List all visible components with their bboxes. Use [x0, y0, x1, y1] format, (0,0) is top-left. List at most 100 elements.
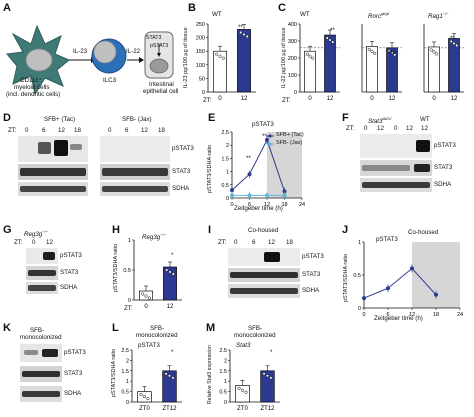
blot-f-lane-5: 12 [421, 125, 428, 132]
label-dendritic: (incl. dendritic cells) [6, 91, 61, 98]
chart-e: 0 0.5 1 1.5 2 2.5 0 6 12 18 24 [221, 130, 305, 208]
B-point [221, 56, 225, 60]
H-point [165, 268, 169, 272]
panel-letter-h: H [112, 224, 120, 236]
C-Rorc-cat-label-1: 12 [389, 96, 396, 102]
label-stat3: STAT3 [146, 35, 162, 41]
J-xtick-label: 12 [409, 312, 415, 318]
L-cat-label-1: ZT12 [162, 406, 177, 412]
chart-c-xlabel: ZT: [282, 97, 291, 104]
L-ytick-label: 1 [126, 379, 129, 385]
J-ytick-label: 0.5 [353, 273, 361, 279]
C-Rorc-point [370, 49, 374, 53]
blot-d-group1: SFB+ (Tac) [44, 116, 76, 123]
blot-d1-pstat3 [18, 136, 88, 162]
J-series-0-line [363, 267, 437, 299]
chart-b: 0 50 100 150 200 250 0 12 [196, 22, 256, 102]
chart-l-inner: pSTAT3 [138, 342, 160, 349]
chart-h-ylabel: pSTAT3/SDHA ratio [113, 243, 119, 292]
blot-d-lane-1: 0 [25, 127, 29, 134]
ilc3-nucleus [93, 40, 117, 64]
blot-f-lane-4: 12 [406, 125, 413, 132]
blot-d-lane-8: 18 [158, 127, 165, 134]
chart-e-xlabel: Zeitgeber time (h) [234, 205, 283, 212]
blot-k-label-pstat3: pSTAT3 [64, 349, 86, 356]
L-ytick-label: 0.5 [121, 390, 129, 396]
blot-d2-pstat3 [100, 136, 170, 162]
label-cd11c: CD11c⁺ [20, 77, 42, 84]
blot-d-label-sdha: SDHA [172, 185, 190, 192]
J-xtick-label: 6 [386, 312, 389, 318]
chart-b-ylabel: IL-23 pg/100 µg of tissue [183, 27, 189, 88]
panel-letter-l: L [112, 322, 119, 334]
H-cat-label-1: 12 [167, 304, 174, 310]
E-series-0-line [231, 138, 285, 192]
blot-i-lane-1: 0 [234, 239, 238, 246]
chart-h: 0 0.5 1 0 12 [123, 238, 182, 310]
chart-b-title: WT [212, 11, 222, 18]
M-ytick-label: 1 [224, 379, 227, 385]
B-ytick-label: 50 [199, 76, 205, 82]
blot-g-stat3 [26, 266, 58, 280]
B-bar-1 [237, 29, 251, 93]
blot-g-zt: ZT: [14, 239, 23, 246]
C-WT-ytick-label: 100 [288, 73, 297, 79]
panel-letter-c: C [278, 2, 286, 14]
H-cat-label-0: 0 [144, 304, 148, 310]
blot-g-lane-1: 0 [32, 239, 36, 246]
label-ilc3: ILC3 [103, 77, 117, 84]
chart-e-sig-2: ** [262, 133, 267, 140]
E-dark-phase [267, 132, 302, 198]
label-pstat3: pSTAT3 [150, 43, 169, 49]
chart-m-title-1: SFB- [248, 325, 263, 332]
M-cat-label-0: ZT0 [237, 406, 248, 412]
C-WT-bar-1 [324, 34, 336, 93]
panel-letter-b: B [188, 2, 196, 14]
blot-i-zt: ZT: [218, 239, 227, 246]
E-xtick-label: 18 [281, 202, 287, 208]
panel-letter-k: K [3, 322, 11, 334]
blot-f-pstat3 [360, 134, 432, 158]
C-Rag1-cat-label-1: 12 [451, 96, 458, 102]
blot-f-group2: WT [420, 116, 430, 123]
blot-k-group-1: SFB- [30, 327, 45, 334]
E-ytick-label: 0 [226, 196, 229, 202]
blot-k-sdha [20, 386, 62, 402]
chart-h-xlabel: ZT: [124, 305, 133, 312]
blot-d-lane-3: 12 [58, 127, 65, 134]
M-point [237, 386, 241, 390]
B-ytick-label: 150 [196, 49, 205, 55]
E-series-0-point-0 [230, 188, 234, 193]
M-ytick-label: 2 [224, 358, 227, 364]
L-ytick-label: 1.5 [121, 369, 129, 375]
chart-c-sig-rag1: ** [450, 35, 455, 42]
blot-f-zt: ZT: [346, 125, 355, 132]
H-point [171, 272, 175, 276]
J-ytick-label: 1 [358, 240, 361, 246]
E-series-1-point-3 [282, 193, 287, 198]
J-series-0-point-0 [362, 296, 366, 301]
C-Rorc-point [373, 51, 377, 55]
chart-j-title-1: Co-housed [408, 229, 439, 236]
chart-j-title-2: pSTAT3 [376, 236, 398, 243]
B-ytick-label: 0 [202, 90, 205, 96]
C-WT-ytick-label: 0 [294, 90, 297, 96]
blot-d-lane-5: 0 [108, 127, 112, 134]
blot-d-zt: ZT: [8, 127, 17, 134]
panel-letter-g: G [3, 224, 12, 236]
chart-l-title-1: SFB- [150, 325, 165, 332]
B-ytick-label: 200 [196, 36, 205, 42]
chart-c-title-wt: WT [300, 11, 310, 18]
chart-e-legend-dot-2 [268, 142, 272, 146]
blot-f-stat3 [360, 160, 432, 176]
label-il23: IL-23 [73, 48, 88, 55]
blot-i-lane-4: 18 [286, 239, 293, 246]
C-Rag1-cat-label-0: 0 [432, 96, 436, 102]
C-Rorc-point [390, 51, 394, 55]
chart-b-sig: ** [238, 24, 243, 31]
blot-f-lane-1: 0 [364, 125, 368, 132]
blot-f-lane-2: 12 [377, 125, 384, 132]
blot-k-label-stat3: STAT3 [64, 370, 83, 377]
blot-d2-stat3 [100, 164, 170, 180]
E-xtick-label: 0 [230, 202, 233, 208]
